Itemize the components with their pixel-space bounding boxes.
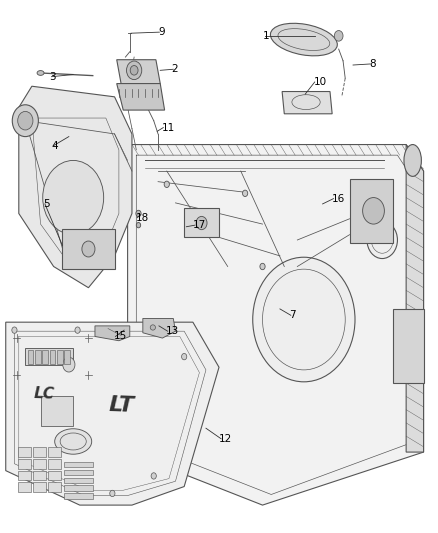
Polygon shape bbox=[406, 144, 424, 452]
Ellipse shape bbox=[243, 190, 248, 197]
Bar bbox=[350, 179, 393, 243]
Bar bbox=[64, 486, 93, 491]
Ellipse shape bbox=[151, 473, 156, 479]
Bar bbox=[64, 470, 93, 475]
Bar bbox=[33, 482, 46, 492]
Bar bbox=[35, 350, 41, 364]
Bar bbox=[184, 208, 219, 237]
Bar bbox=[49, 350, 55, 364]
Ellipse shape bbox=[18, 111, 33, 130]
Ellipse shape bbox=[367, 221, 397, 259]
Text: 10: 10 bbox=[314, 77, 327, 87]
Bar bbox=[18, 482, 31, 492]
Text: 9: 9 bbox=[158, 27, 165, 37]
Bar bbox=[18, 471, 31, 480]
Text: 1: 1 bbox=[262, 31, 269, 41]
Bar bbox=[18, 447, 31, 457]
Text: 17: 17 bbox=[193, 220, 206, 230]
Ellipse shape bbox=[363, 198, 385, 224]
Polygon shape bbox=[117, 84, 165, 110]
Polygon shape bbox=[117, 60, 160, 84]
Bar bbox=[33, 447, 46, 457]
Polygon shape bbox=[127, 144, 424, 505]
Ellipse shape bbox=[63, 357, 75, 372]
Bar bbox=[48, 459, 61, 469]
Ellipse shape bbox=[253, 257, 355, 382]
Bar bbox=[48, 482, 61, 492]
Ellipse shape bbox=[260, 263, 265, 270]
Text: 3: 3 bbox=[49, 71, 56, 82]
Bar bbox=[25, 348, 73, 365]
Text: 8: 8 bbox=[369, 59, 376, 69]
Polygon shape bbox=[19, 86, 132, 288]
Bar bbox=[48, 447, 61, 457]
Ellipse shape bbox=[196, 216, 207, 230]
Ellipse shape bbox=[110, 490, 115, 497]
Text: 16: 16 bbox=[332, 193, 346, 204]
Ellipse shape bbox=[12, 105, 39, 136]
Bar bbox=[64, 462, 93, 467]
Bar bbox=[33, 459, 46, 469]
Ellipse shape bbox=[43, 160, 104, 235]
Bar bbox=[48, 471, 61, 480]
Bar bbox=[57, 350, 63, 364]
Ellipse shape bbox=[127, 61, 142, 79]
Text: 11: 11 bbox=[162, 123, 175, 133]
Bar bbox=[18, 459, 31, 469]
Text: 18: 18 bbox=[135, 213, 148, 223]
Ellipse shape bbox=[12, 327, 17, 333]
Bar bbox=[33, 471, 46, 480]
Bar bbox=[28, 350, 33, 364]
Text: 5: 5 bbox=[43, 199, 49, 209]
Ellipse shape bbox=[136, 222, 141, 228]
Bar bbox=[42, 350, 48, 364]
Ellipse shape bbox=[404, 144, 421, 176]
Bar bbox=[64, 350, 70, 364]
Text: LC: LC bbox=[34, 386, 56, 402]
Ellipse shape bbox=[334, 30, 343, 41]
Bar bbox=[41, 397, 73, 425]
Text: 13: 13 bbox=[166, 326, 179, 336]
Ellipse shape bbox=[182, 353, 187, 360]
Ellipse shape bbox=[130, 66, 138, 75]
Text: 2: 2 bbox=[171, 64, 178, 74]
Ellipse shape bbox=[82, 241, 95, 257]
Text: 15: 15 bbox=[114, 332, 127, 342]
Bar bbox=[64, 478, 93, 483]
Ellipse shape bbox=[136, 211, 141, 216]
Text: 4: 4 bbox=[51, 141, 58, 151]
Ellipse shape bbox=[55, 429, 92, 454]
Polygon shape bbox=[6, 322, 219, 505]
Polygon shape bbox=[143, 318, 176, 338]
Polygon shape bbox=[282, 92, 332, 114]
Ellipse shape bbox=[150, 325, 155, 330]
Ellipse shape bbox=[164, 181, 170, 188]
Bar bbox=[62, 229, 115, 269]
Text: 7: 7 bbox=[289, 310, 295, 320]
Polygon shape bbox=[95, 326, 130, 341]
Ellipse shape bbox=[37, 70, 44, 75]
Text: 12: 12 bbox=[219, 434, 232, 444]
Bar bbox=[64, 494, 93, 499]
Ellipse shape bbox=[75, 327, 80, 333]
Bar bbox=[393, 309, 424, 383]
Ellipse shape bbox=[270, 23, 337, 56]
Text: LT: LT bbox=[108, 395, 134, 416]
